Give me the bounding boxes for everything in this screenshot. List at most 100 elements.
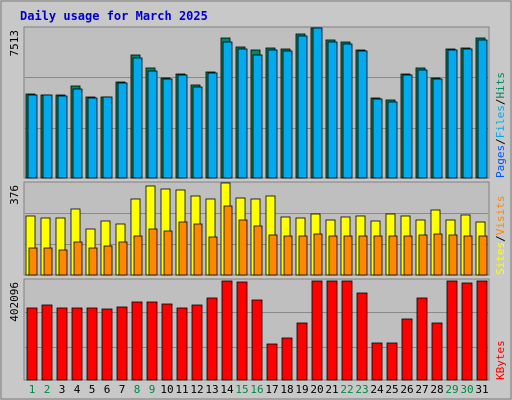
day-label: 14: [220, 383, 234, 396]
day-label: 22: [340, 383, 353, 396]
files-bar: [312, 27, 323, 179]
kbytes-bar: [356, 292, 368, 381]
day-label: 13: [205, 383, 218, 396]
files-bar: [87, 97, 98, 179]
day-label: 19: [295, 383, 308, 396]
visits-bar: [28, 247, 38, 276]
day-label: 28: [430, 383, 443, 396]
visits-bar: [328, 235, 338, 276]
day-label: 9: [149, 383, 156, 396]
visits-bar: [238, 219, 248, 276]
visits-bar: [313, 233, 323, 276]
bottom-ymax-label: 402096: [8, 282, 21, 322]
day-label: 12: [190, 383, 203, 396]
files-bar: [102, 96, 113, 179]
kbytes-bar: [101, 308, 113, 381]
files-bar: [162, 78, 173, 179]
visits-bar: [163, 230, 173, 276]
visits-bar: [268, 234, 278, 276]
mid-ymax-label: 376: [8, 185, 21, 205]
bottom-legend: KBytes: [494, 340, 507, 380]
legend-sep: /: [494, 138, 507, 145]
chart-title: Daily usage for March 2025: [20, 9, 208, 23]
day-label: 2: [44, 383, 51, 396]
day-label: 26: [400, 383, 413, 396]
visits-bar: [133, 235, 143, 276]
files-bar: [477, 39, 488, 179]
day-labels: 1 2 3 4 5 6 7 8 9 10 11 12 13 14 15 16 17 18 19 20 21 22 23 24 2…: [29, 383, 489, 396]
day-label: 11: [175, 383, 188, 396]
day-label: 5: [89, 383, 96, 396]
kbytes-bar: [266, 343, 278, 381]
kbytes-bar: [416, 297, 428, 381]
kbytes-bar: [146, 301, 158, 381]
legend-sites: Sites: [494, 242, 507, 275]
kbytes-bar: [236, 281, 248, 381]
kbytes-bar: [461, 282, 473, 381]
legend-pages: Pages: [494, 145, 507, 178]
day-label: 17: [265, 383, 278, 396]
kbytes-bar: [281, 337, 293, 381]
day-label: 10: [160, 383, 173, 396]
visits-bar: [448, 234, 458, 276]
kbytes-bar: [86, 307, 98, 381]
legend-visits: Visits: [494, 196, 507, 236]
files-bar: [42, 94, 53, 179]
kbytes-bar: [296, 322, 308, 381]
visits-bar: [193, 223, 203, 276]
day-label: 15: [235, 383, 248, 396]
visits-bar: [223, 205, 233, 276]
visits-bar: [358, 235, 368, 276]
kbytes-bar: [161, 303, 173, 381]
visits-bar: [478, 235, 488, 276]
kbytes-bar: [446, 280, 458, 381]
kbytes-bar: [371, 342, 383, 381]
kbytes-bar: [476, 280, 488, 381]
kbytes-bar: [176, 307, 188, 381]
files-bar: [357, 50, 368, 179]
day-label: 1: [29, 383, 36, 396]
day-label: 6: [104, 383, 111, 396]
files-bar: [327, 41, 338, 179]
day-label: 20: [310, 383, 323, 396]
files-bar: [402, 74, 413, 179]
kbytes-bar: [131, 301, 143, 381]
visits-bar: [418, 234, 428, 276]
visits-bar: [283, 235, 293, 276]
files-bar: [267, 49, 278, 179]
files-bar: [147, 70, 158, 179]
legend-sep: /: [494, 235, 507, 242]
files-bar: [372, 98, 383, 179]
files-bar: [132, 57, 143, 179]
chart-marks: [25, 27, 488, 381]
day-label: 8: [134, 383, 141, 396]
day-label: 21: [325, 383, 338, 396]
files-bar: [207, 72, 218, 179]
files-bar: [387, 101, 398, 179]
files-bar: [192, 86, 203, 179]
kbytes-bar: [341, 280, 353, 381]
kbytes-bar: [116, 306, 128, 381]
visits-bar: [148, 228, 158, 276]
legend-hits: Hits: [494, 72, 507, 99]
files-bar: [447, 49, 458, 179]
visits-bar: [73, 241, 83, 276]
files-bar: [282, 50, 293, 179]
visits-bar: [43, 247, 53, 276]
visits-bar: [58, 249, 68, 276]
visits-bar: [103, 245, 113, 276]
visits-bar: [388, 235, 398, 276]
visits-bar: [178, 221, 188, 276]
visits-bar: [88, 247, 98, 276]
top-legend: Pages/Files/Hits: [494, 72, 507, 178]
day-label: 27: [415, 383, 428, 396]
top-ymax-label: 7513: [8, 30, 21, 57]
kbytes-bar: [386, 342, 398, 381]
files-bar: [57, 95, 68, 179]
kbytes-bar: [71, 307, 83, 381]
kbytes-bar: [206, 297, 218, 381]
visits-bar: [253, 225, 263, 276]
files-bar: [117, 82, 128, 179]
day-label: 4: [74, 383, 81, 396]
